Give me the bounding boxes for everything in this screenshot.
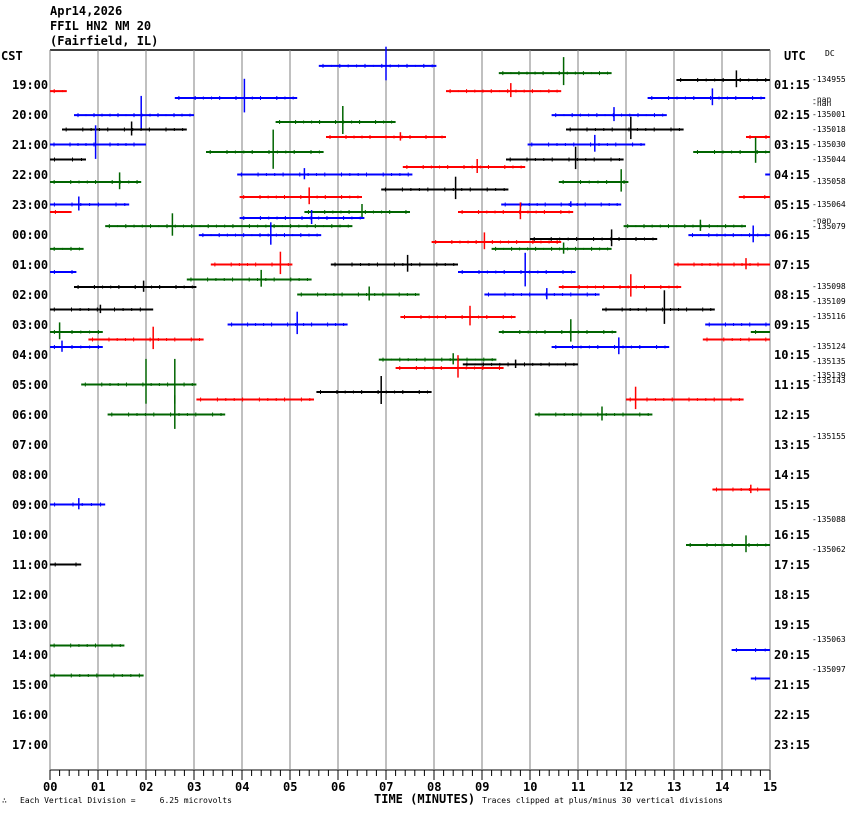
cst-hour-label: 03:00 [12,318,49,332]
cst-hour-label: 12:00 [12,588,49,602]
dc-offset-value: -135109 [812,297,846,306]
dc-offset-value: -135058 [812,177,846,186]
x-tick-label: 09 [475,780,490,794]
utc-hour-label: 08:15 [774,288,811,302]
dc-offset-value: -135044 [812,154,846,164]
cst-hour-label: 06:00 [12,408,49,422]
cst-hour-label: 04:00 [12,348,49,362]
cst-axis-title: CST [1,49,23,63]
header-date: Apr14,2026 [50,4,123,18]
dc-offset-value: -135088 [812,514,846,524]
utc-hour-label: 19:15 [774,618,811,632]
x-tick-label: 08 [427,780,442,794]
cst-hour-label: 08:00 [12,468,49,482]
cst-hour-label: 17:00 [12,738,49,752]
dc-offset-value: -135116 [812,312,846,321]
utc-hour-label: 07:15 [774,258,811,272]
cst-hour-label: 13:00 [12,618,49,632]
utc-hour-label: 21:15 [774,678,811,692]
utc-hour-label: 23:15 [774,738,811,752]
cst-hour-label: 15:00 [12,678,49,692]
dc-offset-value: -134955 [812,75,846,84]
x-tick-label: 14 [715,780,730,794]
utc-hour-label: 04:15 [774,168,811,182]
cst-hour-label: 09:00 [12,498,49,512]
utc-hour-label: 01:15 [774,78,811,92]
cst-hour-label: 10:00 [12,528,49,542]
utc-hour-label: 15:15 [774,498,811,512]
dc-offset-value: -135030 [812,139,846,149]
utc-hour-label: 16:15 [774,528,811,542]
cst-hour-label: 05:00 [12,378,49,392]
dc-offset-value: -135079 [812,222,846,231]
cst-hour-label: 23:00 [12,198,49,212]
utc-hour-label: 22:15 [774,708,811,722]
dc-offset-value: -135139 [812,370,846,380]
dc-offset-value: -nan [812,216,832,225]
logo-mark: ∴ [2,796,7,805]
clip-note: Traces clipped at plus/minus 30 vertical… [482,796,723,805]
cst-hour-label: 07:00 [12,438,49,452]
utc-hour-label: 02:15 [774,108,811,122]
utc-hour-label: 13:15 [774,438,811,452]
utc-hour-label: 10:15 [774,348,811,362]
dc-axis-title: DC [825,49,835,58]
header-station: FFIL HN2 NM 20 [50,19,152,33]
cst-hour-label: 22:00 [12,168,49,182]
dc-offset-value: -135097 [812,664,846,674]
x-tick-label: 01 [91,780,106,794]
cst-hour-label: 19:00 [12,78,49,92]
utc-hour-label: 20:15 [774,648,811,662]
dc-offset-value: -135018 [812,124,846,134]
utc-hour-label: 14:15 [774,468,811,482]
x-tick-label: 06 [331,780,346,794]
utc-hour-label: 06:15 [774,228,811,242]
x-tick-label: 03 [187,780,202,794]
cst-hour-label: 16:00 [12,708,49,722]
x-tick-label: 04 [235,780,250,794]
dc-offset-value: -135063 [812,634,846,644]
x-tick-label: 11 [571,780,586,794]
dc-offset-value: -nan [812,99,832,108]
x-tick-label: 05 [283,780,298,794]
utc-hour-label: 12:15 [774,408,811,422]
dc-offset-value: -135001 [812,109,846,119]
utc-hour-label: 03:15 [774,138,811,152]
x-tick-label: 12 [619,780,634,794]
cst-hour-label: 14:00 [12,648,49,662]
cst-hour-label: 11:00 [12,558,49,572]
x-tick-label: 15 [763,780,778,794]
utc-hour-label: 18:15 [774,588,811,602]
x-tick-label: 07 [379,780,394,794]
utc-hour-label: 17:15 [774,558,811,572]
cst-hour-label: 00:00 [12,228,49,242]
header-location: (Fairfield, IL) [50,34,159,48]
dc-offset-value: -nan [812,94,832,104]
utc-hour-label: 09:15 [774,318,811,332]
utc-hour-label: 05:15 [774,198,811,212]
cst-hour-label: 20:00 [12,108,49,122]
dc-offset-value: -135135 [812,357,846,366]
cst-hour-label: 01:00 [12,258,49,272]
dc-offset-value: -135124 [812,342,846,351]
dc-offset-value: -135062 [812,544,846,554]
x-axis-title: TIME (MINUTES) [374,792,476,806]
x-tick-label: 00 [43,780,58,794]
dc-offset-value: -135064 [812,199,846,209]
x-tick-label: 02 [139,780,154,794]
dc-offset-value: -135098 [812,282,846,291]
x-tick-label: 10 [523,780,538,794]
utc-hour-label: 11:15 [774,378,811,392]
dc-offset-value: -135143 [812,375,846,385]
x-tick-label: 13 [667,780,682,794]
cst-hour-label: 21:00 [12,138,49,152]
cst-hour-label: 02:00 [12,288,49,302]
utc-axis-title: UTC [784,49,806,63]
dc-offset-value: -135155 [812,432,846,441]
scale-note: Each Vertical Division = 6.25 microvolts [20,796,232,805]
